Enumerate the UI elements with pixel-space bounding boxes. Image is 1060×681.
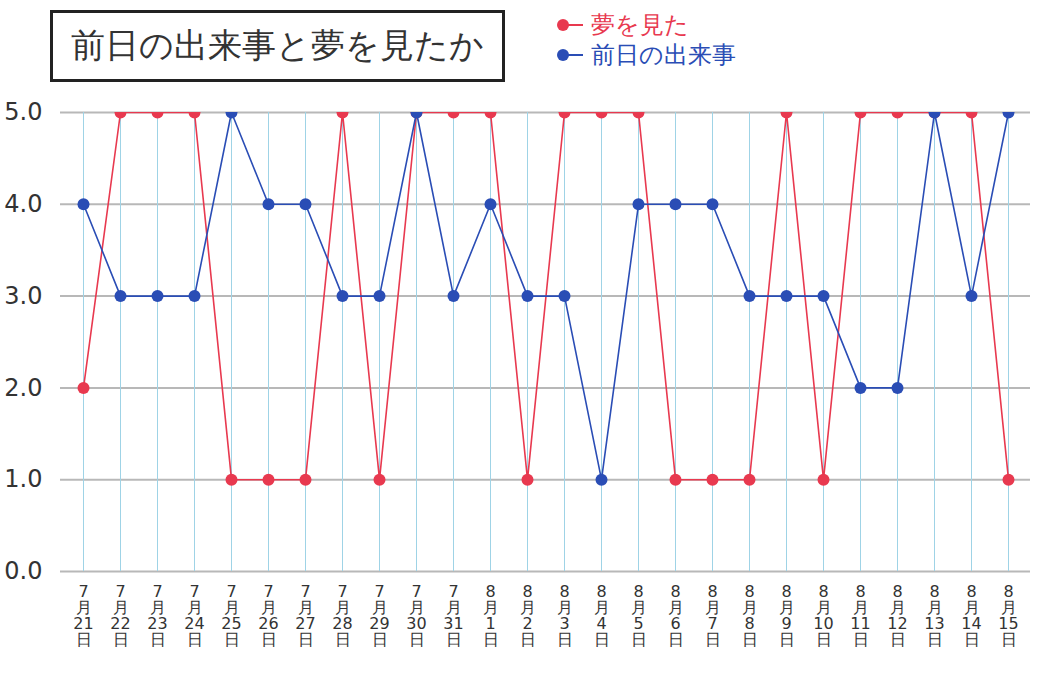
svg-text:8月9日: 8月9日 <box>779 582 795 649</box>
svg-text:7月23日: 7月23日 <box>147 582 167 649</box>
svg-text:8月4日: 8月4日 <box>594 582 610 649</box>
svg-text:7月22日: 7月22日 <box>110 582 130 649</box>
html-text:夢を見た: 夢を見た <box>591 11 689 39</box>
svg-text:4.0: 4.0 <box>4 190 42 218</box>
svg-text:7月27日: 7月27日 <box>295 582 315 649</box>
svg-text:8月12日: 8月12日 <box>887 582 907 649</box>
svg-text:7月24日: 7月24日 <box>184 582 204 649</box>
svg-text:8月13日: 8月13日 <box>924 582 944 649</box>
svg-text:0.0: 0.0 <box>4 557 42 585</box>
svg-text:8月11日: 8月11日 <box>850 582 870 649</box>
svg-text:8月6日: 8月6日 <box>668 582 684 649</box>
svg-text:8月15日: 8月15日 <box>998 582 1018 649</box>
svg-text:3.0: 3.0 <box>4 282 42 310</box>
svg-text:8月2日: 8月2日 <box>520 582 536 649</box>
html-text:前日の出来事と夢を見たか: 前日の出来事と夢を見たか <box>71 25 484 65</box>
svg-text:8月3日: 8月3日 <box>557 582 573 649</box>
svg-text:7月25日: 7月25日 <box>221 582 241 649</box>
svg-text:8月1日: 8月1日 <box>483 582 499 649</box>
html-text:前日の出来事: 前日の出来事 <box>591 41 736 69</box>
svg-text:8月5日: 8月5日 <box>631 582 647 649</box>
svg-text:8月14日: 8月14日 <box>961 582 981 649</box>
svg-text:8月8日: 8月8日 <box>742 582 758 649</box>
svg-text:7月30日: 7月30日 <box>406 582 426 649</box>
svg-text:5.0: 5.0 <box>4 98 42 126</box>
svg-text:8月7日: 8月7日 <box>705 582 721 649</box>
svg-text:2.0: 2.0 <box>4 374 42 402</box>
svg-text:7月31日: 7月31日 <box>443 582 463 649</box>
svg-text:8月10日: 8月10日 <box>813 582 833 649</box>
svg-text:7月28日: 7月28日 <box>332 582 352 649</box>
svg-text:7月21日: 7月21日 <box>73 582 93 649</box>
svg-text:7月26日: 7月26日 <box>258 582 278 649</box>
svg-text:7月29日: 7月29日 <box>369 582 389 649</box>
svg-text:1.0: 1.0 <box>4 465 42 493</box>
